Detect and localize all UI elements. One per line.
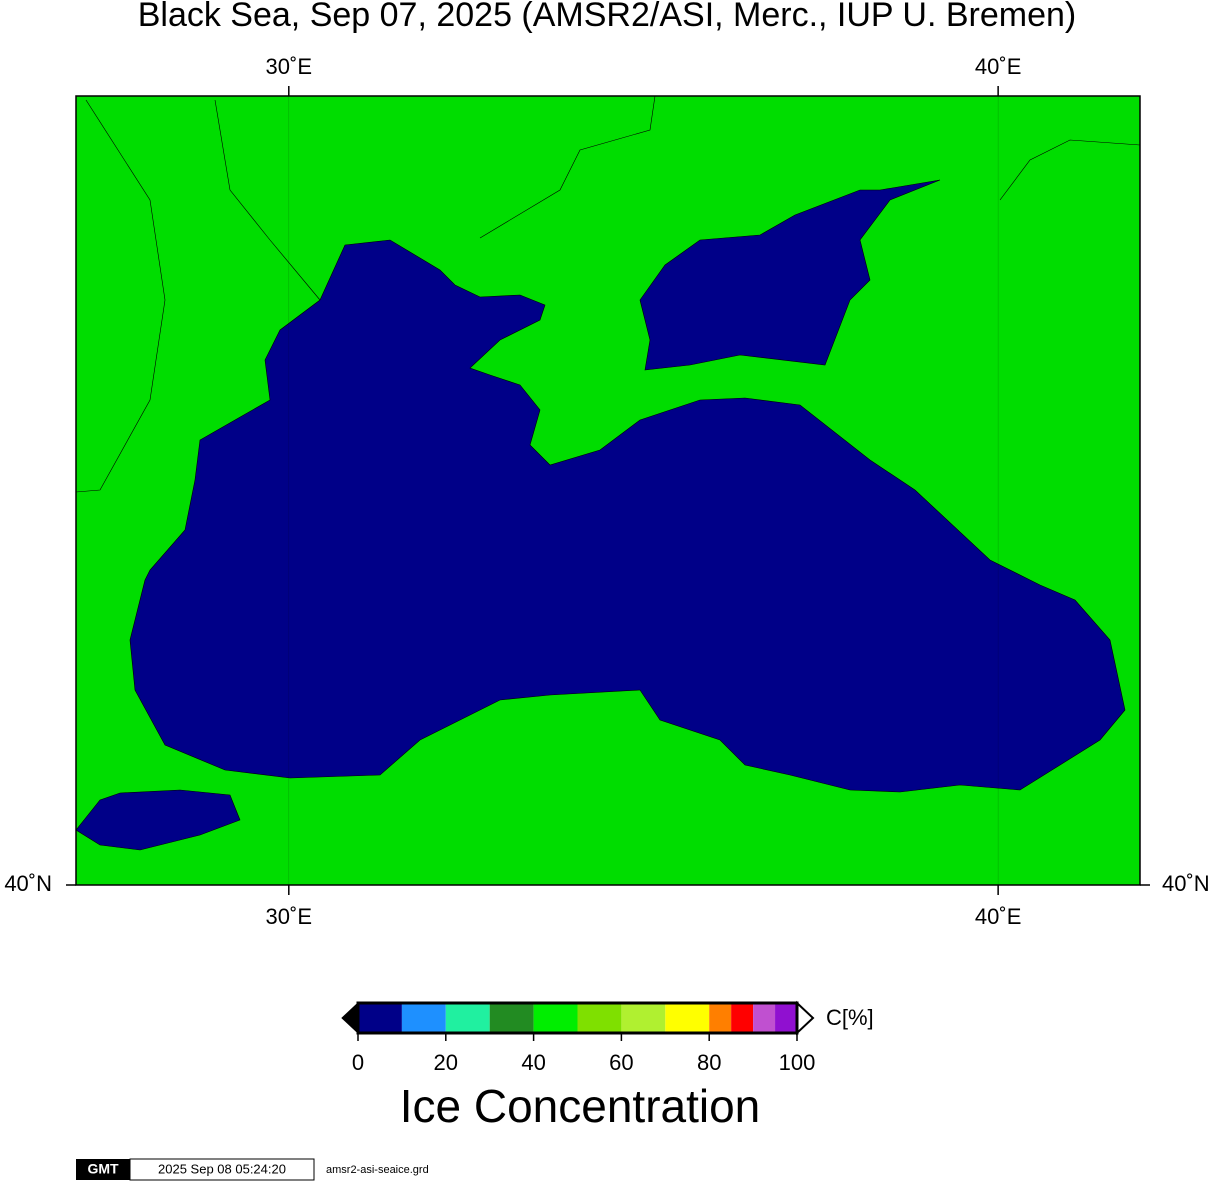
x-tick-label: 30˚E — [266, 54, 312, 79]
sea-of-azov — [639, 179, 941, 371]
border-line — [75, 99, 166, 493]
colorbar-over — [796, 1000, 815, 1036]
timestamp: 2025 Sep 08 05:24:20 — [158, 1161, 286, 1176]
colorbar-tick-label: 20 — [434, 1050, 458, 1075]
border-line — [999, 139, 1141, 201]
colorbar-tick-label: 0 — [352, 1050, 364, 1075]
colorbar-segment — [358, 1003, 402, 1033]
sea — [75, 179, 1126, 851]
colorbar-title: Ice Concentration — [400, 1080, 761, 1132]
colorbar: 0 20 40 60 80 100 — [341, 1000, 816, 1075]
borders — [75, 95, 1141, 493]
colorbar-tick-label: 60 — [609, 1050, 633, 1075]
x-tick-label: 30˚E — [266, 904, 312, 929]
colorbar-segment — [489, 1003, 534, 1033]
colorbar-segment — [753, 1003, 776, 1033]
logo: GMT — [87, 1161, 119, 1177]
colorbar-segment — [577, 1003, 622, 1033]
sea-of-marmara — [75, 789, 241, 851]
colorbar-under — [341, 1001, 359, 1035]
colorbar-segment — [621, 1003, 666, 1033]
x-tick-label: 40˚E — [975, 54, 1021, 79]
map-frame — [75, 95, 1141, 886]
axes: 30˚E 30˚E 40˚E 40˚E 40˚N 40˚N — [4, 54, 1209, 929]
colorbar-segment — [665, 1003, 710, 1033]
colorbar-tick-label: 100 — [779, 1050, 816, 1075]
map-title: Black Sea, Sep 07, 2025 (AMSR2/ASI, Merc… — [138, 0, 1077, 34]
logo-box — [76, 1159, 130, 1180]
colorbar-segment — [709, 1003, 732, 1033]
colorbar-tick-label: 40 — [521, 1050, 545, 1075]
y-tick-label: 40˚N — [1162, 871, 1210, 896]
x-tick-label: 40˚E — [975, 904, 1021, 929]
colorbar-tick-label: 80 — [697, 1050, 721, 1075]
black-sea — [129, 239, 1126, 793]
border-line — [214, 99, 321, 301]
border-line — [479, 95, 656, 239]
file-name: amsr2-asi-seaice.grd — [326, 1164, 429, 1176]
colorbar-unit: C[%] — [826, 1005, 874, 1030]
colorbar-segment — [731, 1003, 754, 1033]
colorbar-segment — [445, 1003, 490, 1033]
y-tick-label: 40˚N — [4, 871, 52, 896]
colorbar-segment — [401, 1003, 446, 1033]
colorbar-segment — [775, 1003, 797, 1033]
timestamp-box — [129, 1158, 315, 1181]
colorbar-frame — [356, 1001, 799, 1035]
colorbar-segment — [533, 1003, 578, 1033]
